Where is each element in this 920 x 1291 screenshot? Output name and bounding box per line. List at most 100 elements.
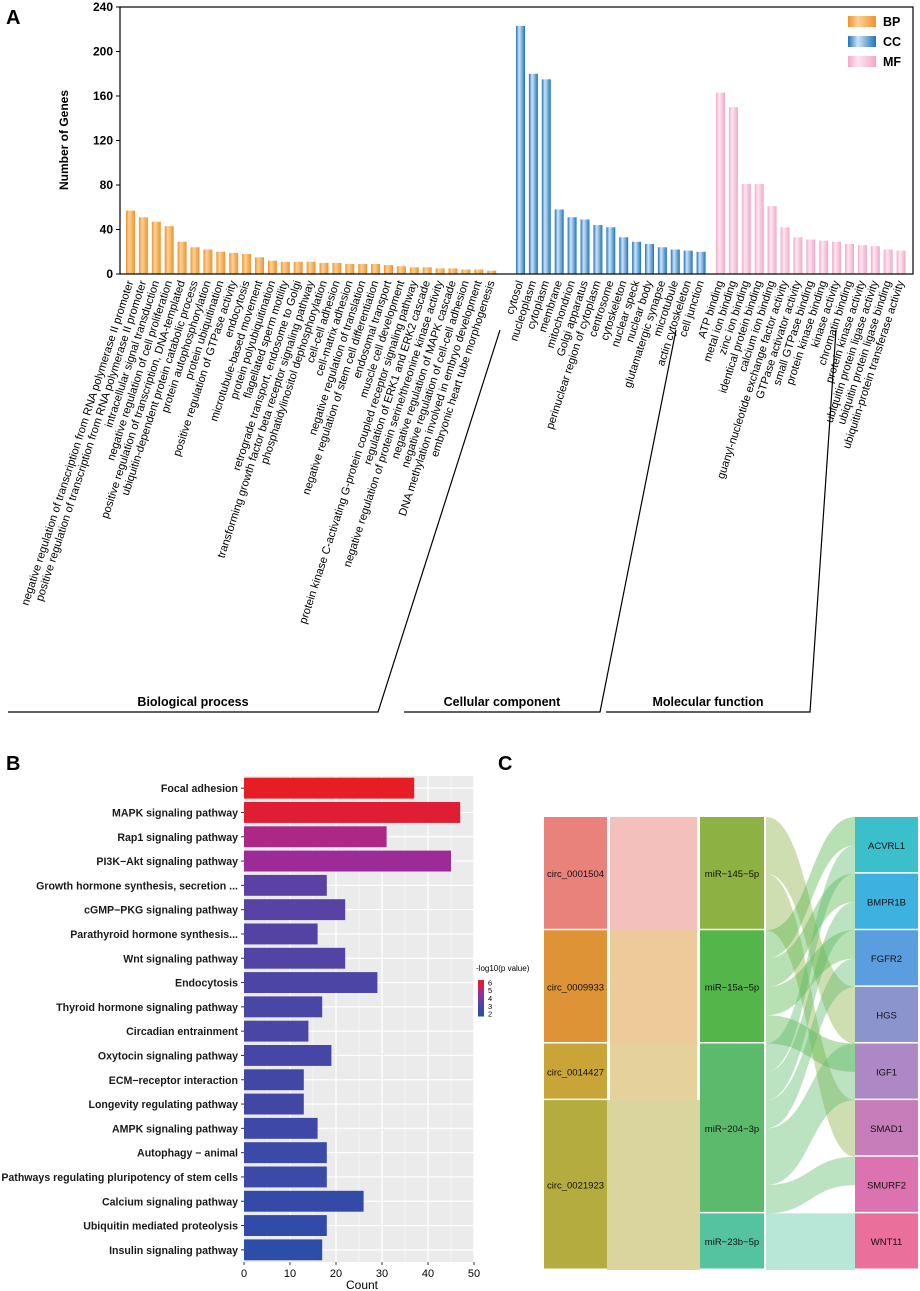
node-mirna xyxy=(700,1043,764,1212)
x-tick-label: 40 xyxy=(422,1268,434,1280)
bar-bp-20 xyxy=(384,265,393,274)
bar-bp-24 xyxy=(435,268,445,274)
bracket-bp xyxy=(8,329,501,713)
node-gene xyxy=(855,930,918,986)
pathway-label: Calcium signaling pathway xyxy=(102,1196,238,1208)
bar-bp-0 xyxy=(126,210,135,274)
link-flow xyxy=(766,958,855,1129)
bar-mf-2 xyxy=(741,183,751,274)
panel-label-a: A xyxy=(6,7,20,29)
grid xyxy=(243,776,475,1262)
link-flow xyxy=(766,1213,855,1270)
node-gene xyxy=(855,1043,918,1099)
group-label-bp: Biological process xyxy=(137,695,248,709)
sankey-diagram: circ_0001504 circ_0009933 circ_0014427circ… xyxy=(544,817,918,1270)
node-label-circ: circ_0009933 xyxy=(547,982,604,993)
pathway-bar xyxy=(244,777,415,799)
pathway-bar xyxy=(244,923,318,945)
y-axis: 0 40 80 120 160 200 240 xyxy=(93,0,120,281)
node-label-gene: HGS xyxy=(876,1011,897,1022)
bar-mf-1 xyxy=(728,107,738,274)
bar-cc-6 xyxy=(593,225,603,274)
bar-cc-10 xyxy=(645,243,654,274)
bar-cc-9 xyxy=(632,241,642,274)
node-circ xyxy=(544,1100,607,1269)
bracket-cc xyxy=(404,329,677,713)
legend: BP CC MF xyxy=(848,15,901,69)
link-flow xyxy=(766,1156,855,1214)
x-tick-label: 0 xyxy=(241,1268,247,1280)
pathway-label: cGMP−PKG signaling pathway xyxy=(84,905,238,917)
legend-swatch-cc xyxy=(848,36,876,47)
bar-bp-12 xyxy=(280,261,290,274)
y-tick-label: 40 xyxy=(100,223,114,237)
bar-bp-23 xyxy=(422,267,432,274)
node-circ xyxy=(544,817,607,929)
node-mirna xyxy=(700,930,764,1042)
bar-mf-10 xyxy=(845,243,854,274)
y-tick-label: 0 xyxy=(106,267,113,281)
bar-cc-14 xyxy=(696,251,706,274)
link-flow xyxy=(766,817,855,1044)
link-flow xyxy=(766,930,855,1016)
node-label-gene: BMPR1B xyxy=(867,897,906,908)
pathway-bar xyxy=(244,1069,304,1091)
bar-mf-13 xyxy=(883,249,893,274)
pathway-label: Longevity regulating pathway xyxy=(88,1099,238,1111)
colorbar-tick: 3 xyxy=(488,1002,492,1011)
bar-cc-8 xyxy=(619,237,629,274)
links xyxy=(607,817,855,1270)
bar-bp-7 xyxy=(216,251,226,274)
pathway-labels: Focal adhesion MAPK signaling pathway Rap1… xyxy=(1,783,244,1257)
pathway-label: Thyroid hormone signaling pathway xyxy=(56,1002,238,1014)
group-label-cc: Cellular component xyxy=(444,695,562,709)
panel-label-c: C xyxy=(498,753,512,775)
node-gene xyxy=(855,986,918,1042)
node-label-circ: circ_0021923 xyxy=(547,1181,604,1192)
bar-cc-1 xyxy=(528,73,538,274)
node-gene xyxy=(855,1156,918,1212)
bar-mf-9 xyxy=(832,241,842,274)
pathway-bar xyxy=(244,1142,327,1164)
link-flow xyxy=(766,873,855,1157)
colorbar-tick: 5 xyxy=(488,986,492,995)
link-flow xyxy=(766,817,855,959)
bars xyxy=(126,25,906,274)
pathway-bar xyxy=(244,1117,318,1139)
node-label-gene: SMAD1 xyxy=(870,1124,903,1135)
bar-mf-5 xyxy=(780,227,790,274)
legend-label-bp: BP xyxy=(883,15,900,29)
bars xyxy=(244,777,461,1261)
bar-mf-8 xyxy=(819,240,829,274)
bracket-mf xyxy=(606,329,837,713)
y-tick-label: 80 xyxy=(100,178,114,192)
bar-mf-3 xyxy=(754,183,764,274)
pathway-bar xyxy=(244,1239,323,1261)
link-flow xyxy=(766,845,855,1072)
colorbar-tick: 2 xyxy=(488,1010,492,1019)
node-gene xyxy=(855,1213,918,1269)
pathway-label: ECM−receptor interaction xyxy=(109,1075,238,1087)
node-circ xyxy=(544,930,607,1042)
node-label-circ: circ_0014427 xyxy=(547,1067,604,1078)
node-label-mirna: miR−145−5p xyxy=(705,869,759,880)
pathway-label: Ubiquitin mediated proteolysis xyxy=(83,1221,238,1233)
pathway-label: Insulin signaling pathway xyxy=(109,1245,238,1257)
bar-cc-13 xyxy=(683,250,693,274)
link-band xyxy=(610,1043,697,1101)
x-tick-label: 50 xyxy=(468,1268,480,1280)
node-label-mirna: miR−23b−5p xyxy=(705,1237,759,1248)
pathway-bar xyxy=(244,850,451,872)
node-gene xyxy=(855,817,918,873)
bar-cc-2 xyxy=(541,79,551,274)
node-label-gene: FGFR2 xyxy=(871,954,902,965)
pathway-bar xyxy=(244,1093,304,1115)
go-enrichment-chart: Number of Genes 0 40 80 120 160 200 240 negati… xyxy=(8,0,914,713)
category-labels: negative regulation of transcription fro… xyxy=(20,278,907,625)
bar-bp-21 xyxy=(396,266,406,274)
link-flow xyxy=(766,873,855,987)
node-label-gene: SMURF2 xyxy=(867,1181,906,1192)
pathway-label: Rap1 signaling pathway xyxy=(117,832,238,844)
node-label-gene: ACVRL1 xyxy=(868,841,905,852)
bar-cc-4 xyxy=(567,217,577,274)
